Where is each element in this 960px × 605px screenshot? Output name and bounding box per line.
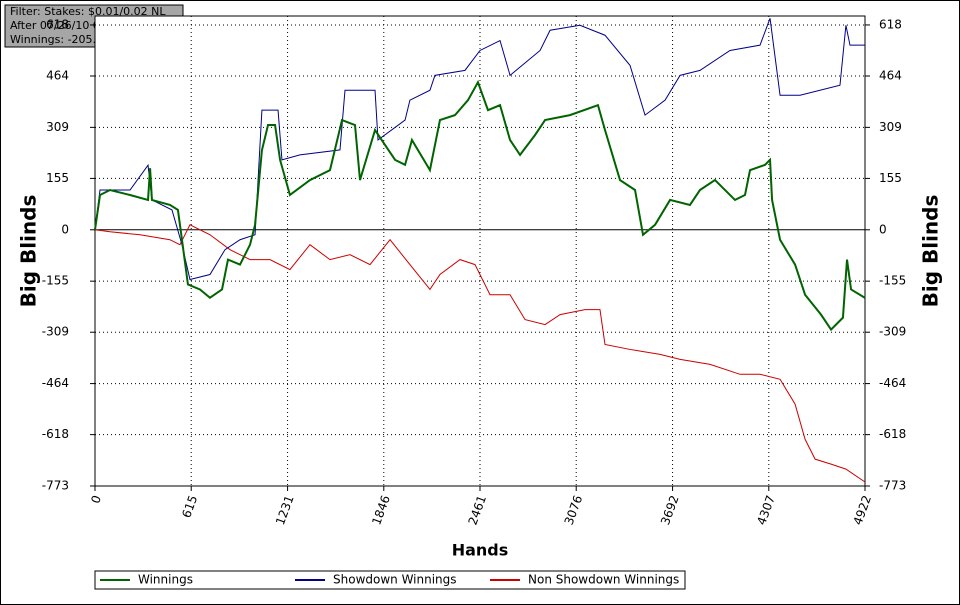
y-tick-label: -618	[42, 427, 69, 441]
y-tick-label: 155	[46, 171, 69, 185]
y-tick-label: 464	[46, 68, 69, 82]
y-tick-label: -309	[42, 325, 69, 339]
series-line	[94, 79, 866, 332]
legend-box	[94, 570, 686, 590]
y2-tick-label: -155	[879, 274, 906, 288]
y-tick-label: 309	[46, 120, 69, 134]
y2-tick-label: 0	[879, 222, 887, 236]
info-line: Filter: Stakes: $0.01/0.02 NL	[10, 5, 166, 18]
y2-tick-label: -618	[879, 427, 906, 441]
y2-tick-label: -464	[879, 376, 906, 390]
y2-tick-label: 464	[879, 68, 902, 82]
x-axis-title: Hands	[452, 541, 509, 560]
legend: Winnings Showdown Winnings Non Showdown Wi…	[94, 570, 686, 590]
y-tick-label: -155	[42, 274, 69, 288]
y2-tick-label: 309	[879, 120, 902, 134]
y-tick-label: -464	[42, 376, 69, 390]
plot-area	[94, 15, 866, 487]
y2-tick-label: 155	[879, 171, 902, 185]
y2-tick-label: 618	[879, 17, 902, 31]
y-tick-label: 0	[61, 222, 69, 236]
series-line	[94, 18, 865, 281]
y2-axis-title: Big Blinds	[919, 195, 943, 308]
y2-tick-label: -773	[879, 479, 906, 493]
legend-label: Non Showdown Winnings	[528, 573, 679, 587]
y2-tick-label: -309	[879, 325, 906, 339]
y-tick-label: 618	[46, 17, 69, 31]
y-axis-title: Big Blinds	[17, 195, 41, 308]
y-tick-label: -773	[42, 479, 69, 493]
x-tick-label: 0	[88, 493, 104, 505]
legend-label: Showdown Winnings	[333, 573, 457, 587]
legend-label: Winnings	[138, 573, 193, 587]
series-line	[94, 224, 866, 483]
